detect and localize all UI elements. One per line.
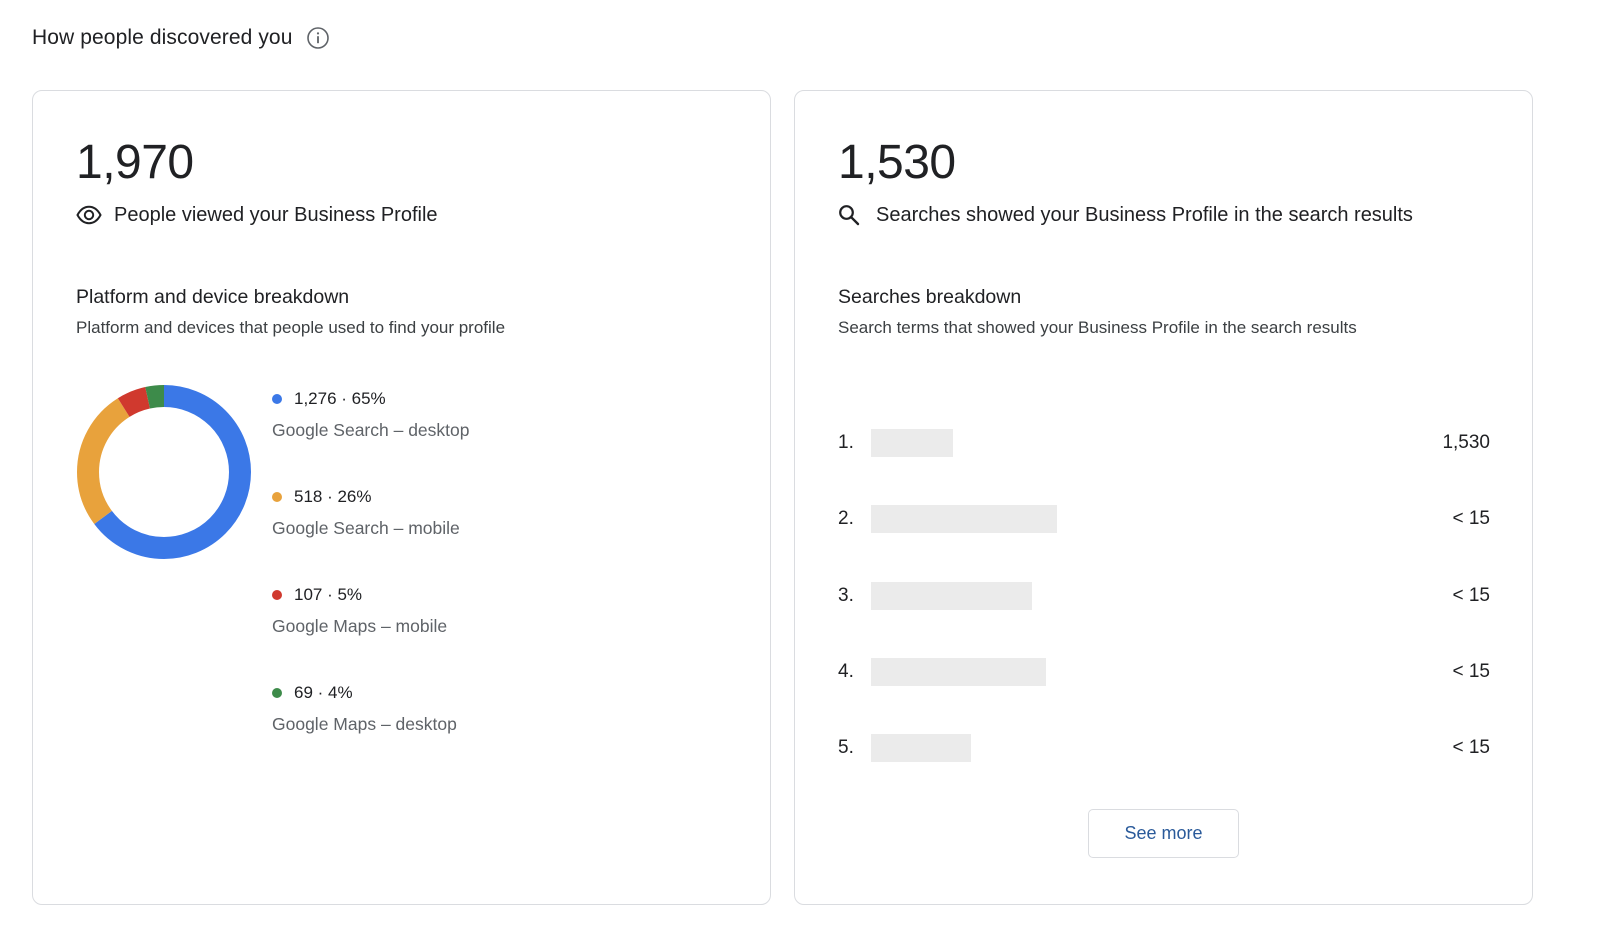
search-count: < 15 <box>1452 584 1490 606</box>
search-count: < 15 <box>1452 508 1490 530</box>
legend-label: Google Maps – mobile <box>272 616 448 636</box>
search-count: 1,530 <box>1442 432 1490 454</box>
search-term-row: 1. 1,530 <box>838 405 1490 481</box>
redacted-search-term <box>871 734 971 763</box>
legend-item: 1,276 · 65% Google Search – desktop <box>272 387 470 485</box>
platform-breakdown-title: Platform and device breakdown <box>76 286 350 308</box>
search-term-row: 4. < 15 <box>838 634 1490 710</box>
page-title: How people discovered you <box>32 26 293 49</box>
redacted-search-term <box>871 581 1032 610</box>
search-term-row: 2. < 15 <box>838 481 1490 557</box>
searches-label: Searches showed your Business Profile in… <box>876 203 1413 226</box>
search-terms-list: 1. 1,530 2. < 15 3. < 15 4. < 15 5. < 15 <box>838 405 1490 786</box>
search-rank: 1. <box>838 432 854 454</box>
profile-views-card: 1,970 People viewed your Business Profil… <box>32 90 771 905</box>
search-rank: 4. <box>838 661 854 683</box>
see-more-button[interactable]: See more <box>1088 809 1239 858</box>
legend-stat: 1,276 · 65% <box>294 389 386 408</box>
platform-legend: 1,276 · 65% Google Search – desktop 518 … <box>272 387 470 779</box>
legend-dot-icon <box>272 394 282 404</box>
section-header: How people discovered you <box>32 26 330 50</box>
searches-card: 1,530 Searches showed your Business Prof… <box>794 90 1533 905</box>
searches-total: 1,530 <box>838 136 956 189</box>
legend-item: 69 · 4% Google Maps – desktop <box>272 681 470 779</box>
legend-label: Google Maps – desktop <box>272 714 457 734</box>
profile-views-total: 1,970 <box>76 136 194 189</box>
donut-segment <box>77 385 251 559</box>
searches-caption: Searches showed your Business Profile in… <box>838 203 1413 227</box>
search-count: < 15 <box>1452 737 1490 759</box>
search-icon <box>838 203 864 227</box>
legend-item: 107 · 5% Google Maps – mobile <box>272 583 470 681</box>
legend-dot-icon <box>272 688 282 698</box>
redacted-search-term <box>871 429 953 458</box>
search-term-row: 5. < 15 <box>838 710 1490 786</box>
info-icon[interactable] <box>306 26 330 50</box>
profile-views-label: People viewed your Business Profile <box>114 203 438 226</box>
eye-icon <box>76 203 104 227</box>
legend-label: Google Search – desktop <box>272 420 470 440</box>
searches-breakdown-desc: Search terms that showed your Business P… <box>838 318 1357 337</box>
legend-item: 518 · 26% Google Search – mobile <box>272 485 470 583</box>
legend-stat: 107 · 5% <box>294 585 363 604</box>
redacted-search-term <box>871 658 1046 687</box>
legend-dot-icon <box>272 492 282 502</box>
search-count: < 15 <box>1452 661 1490 683</box>
redacted-search-term <box>871 505 1057 534</box>
legend-stat: 518 · 26% <box>294 487 372 506</box>
search-rank: 2. <box>838 508 854 530</box>
legend-label: Google Search – mobile <box>272 518 460 538</box>
legend-stat: 69 · 4% <box>294 683 353 702</box>
donut-segment <box>77 385 251 559</box>
platform-breakdown-desc: Platform and devices that people used to… <box>76 318 506 337</box>
search-rank: 5. <box>838 737 854 759</box>
search-term-row: 3. < 15 <box>838 558 1490 634</box>
searches-breakdown-title: Searches breakdown <box>838 286 1022 308</box>
profile-views-caption: People viewed your Business Profile <box>76 203 438 227</box>
search-rank: 3. <box>838 584 854 606</box>
platform-donut-chart <box>77 385 251 559</box>
legend-dot-icon <box>272 590 282 600</box>
